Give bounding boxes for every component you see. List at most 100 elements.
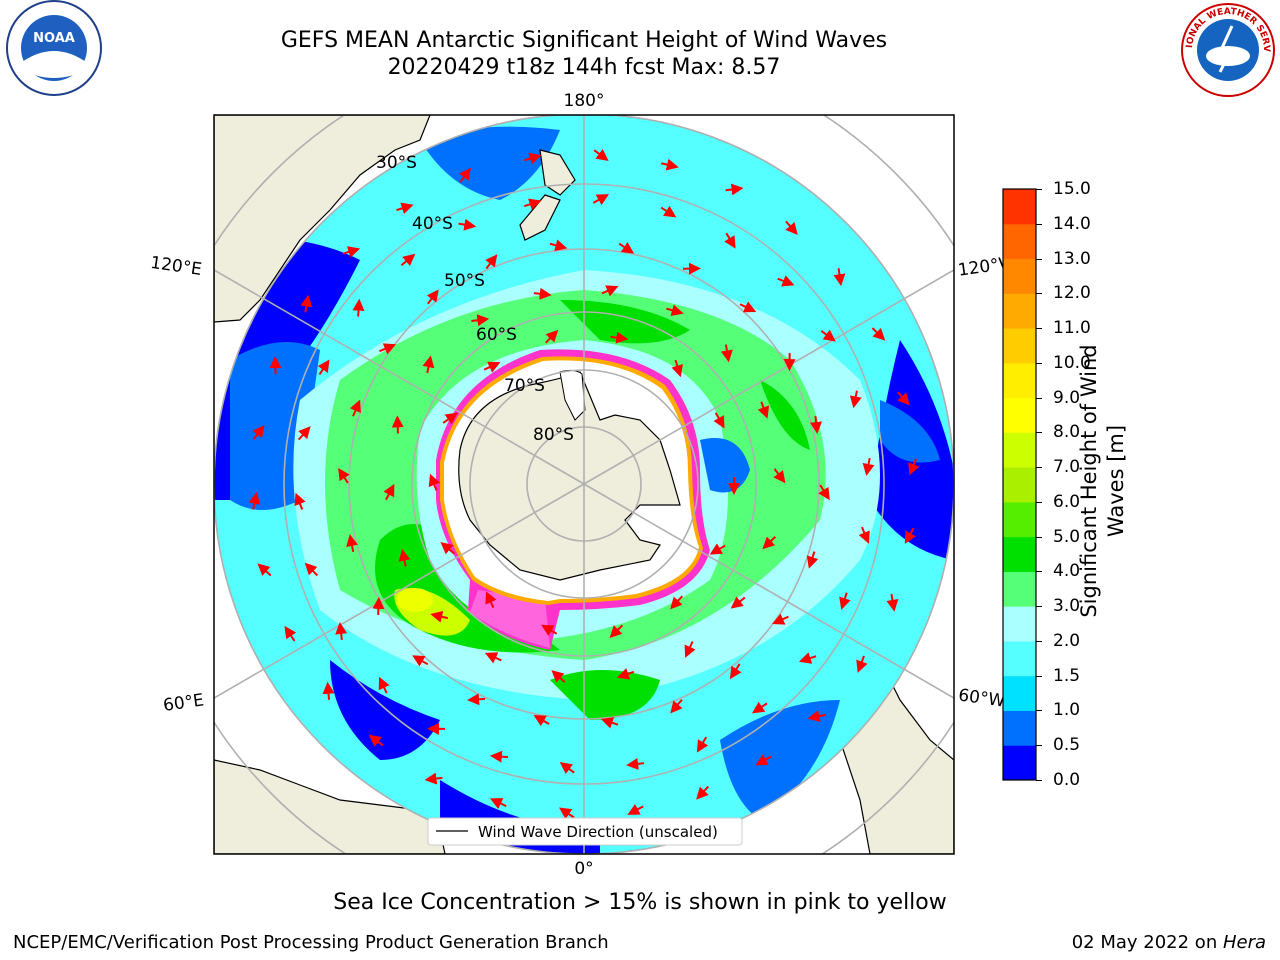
- colorbar-segment: [1003, 258, 1036, 294]
- map-frame: [213, 114, 955, 855]
- wave-direction-arrow: [600, 717, 619, 729]
- wave-direction-arrow: [342, 246, 361, 258]
- colorbar-tick-mark: [1036, 223, 1042, 225]
- wave-direction-arrow: [442, 412, 458, 425]
- colorbar-segment: [1003, 745, 1036, 781]
- wave-direction-arrow: [467, 693, 486, 706]
- wave-direction-arrow: [458, 167, 471, 183]
- colorbar-tick-mark: [1036, 293, 1042, 295]
- wave-direction-arrow: [489, 750, 508, 763]
- colorbar-segment: [1003, 293, 1036, 329]
- wave-direction-arrow: [720, 344, 733, 363]
- wave-direction-arrow: [806, 551, 819, 569]
- colorbar-tick-label: 0.5: [1053, 735, 1081, 756]
- wave-direction-arrow: [810, 415, 822, 434]
- lat-label-50s: 50°S: [444, 271, 485, 291]
- wave-direction-arrow: [730, 596, 746, 609]
- lat-label-30s: 30°S: [376, 153, 417, 173]
- lat-label-40s: 40°S: [412, 214, 453, 234]
- wave-direction-arrow: [304, 562, 319, 577]
- colorbar-tick-label: 14.0: [1053, 213, 1091, 234]
- lat-label-70s: 70°S: [504, 376, 545, 396]
- wave-direction-arrow: [383, 483, 395, 501]
- wave-direction-arrow: [785, 220, 798, 235]
- wave-direction-arrow: [724, 232, 736, 249]
- map-legend-label: Wind Wave Direction (unscaled): [478, 823, 718, 841]
- wave-direction-arrow: [428, 473, 440, 491]
- wave-direction-arrow: [849, 390, 862, 409]
- colorbar-tick-label: 3.0: [1053, 596, 1081, 617]
- chart-subtitle: 20220429 t18z 144h fcst Max: 8.57: [387, 55, 781, 80]
- wave-direction-arrow: [670, 595, 684, 610]
- wave-direction-arrow: [412, 655, 429, 667]
- colorbar-segment: [1003, 710, 1036, 746]
- wave-direction-arrow: [338, 467, 350, 484]
- wave-direction-arrow: [618, 241, 635, 254]
- wave-direction-arrow: [858, 526, 870, 544]
- wave-direction-arrow: [709, 543, 726, 555]
- colorbar-tick-label: 11.0: [1053, 318, 1091, 339]
- colorbar-segment: [1003, 536, 1036, 572]
- wave-direction-arrow: [729, 663, 742, 680]
- wave-direction-arrow: [485, 591, 497, 609]
- colorbar-tick-label: 1.0: [1053, 700, 1081, 721]
- colorbar-tick-mark: [1036, 780, 1042, 781]
- wave-direction-arrow: [483, 361, 501, 373]
- footer-machine: Hera: [1222, 932, 1266, 953]
- wave-direction-arrow: [755, 754, 772, 766]
- africa-land: [214, 759, 446, 854]
- colorbar-tick-label: 12.0: [1053, 283, 1091, 304]
- wave-direction-arrow: [601, 285, 619, 297]
- wave-direction-arrow: [284, 625, 297, 642]
- wave-direction-arrow: [661, 158, 679, 171]
- wave-direction-arrow: [523, 198, 542, 211]
- wave-direction-arrow: [896, 391, 910, 406]
- lat-label-80s: 80°S: [533, 425, 574, 445]
- wave-direction-arrow: [349, 399, 361, 417]
- wave-direction-arrow: [541, 624, 558, 636]
- colorbar-segment: [1003, 606, 1036, 642]
- colorbar-tick-label: 1.5: [1053, 665, 1081, 686]
- wave-direction-arrow: [660, 205, 677, 218]
- wave-direction-arrow: [379, 343, 397, 355]
- wave-direction-arrow: [484, 652, 502, 664]
- wave-direction-arrow: [368, 734, 384, 747]
- wave-direction-arrow: [862, 457, 875, 476]
- wave-direction-arrow: [592, 194, 610, 206]
- wave-direction-arrow: [545, 329, 559, 344]
- wave-direction-arrow: [908, 458, 920, 476]
- lon-label-0: 0°: [574, 859, 593, 879]
- colorbar-tick-mark: [1036, 258, 1042, 260]
- colorbar-label-line1: Significant Height of Wind: [1077, 344, 1101, 618]
- footer-credit: NCEP/EMC/Verification Post Processing Pr…: [13, 932, 609, 953]
- wave-direction-arrow: [300, 294, 313, 313]
- wave-direction-arrow: [609, 624, 624, 638]
- wave-direction-arrow: [398, 548, 411, 567]
- wind-wave-arrows: [248, 148, 920, 820]
- colorbar-segment: [1003, 467, 1036, 503]
- colorbar-segment: [1003, 501, 1036, 538]
- colorbar-tick-label: 15.0: [1053, 179, 1091, 199]
- wave-direction-arrow: [762, 536, 777, 550]
- wave-direction-arrow: [772, 613, 789, 625]
- colorbar-tick-mark: [1036, 710, 1042, 712]
- colorbar-label-line2: Waves [m]: [1104, 424, 1128, 538]
- wave-direction-arrow: [322, 681, 335, 700]
- colorbar-tick-label: 10.0: [1053, 352, 1091, 373]
- colorbar-tick-label: 6.0: [1053, 491, 1081, 512]
- colorbar-tick-mark: [1036, 606, 1042, 608]
- wave-direction-arrow: [839, 592, 851, 610]
- wave-direction-arrow: [757, 401, 770, 419]
- colorbar-tick-mark: [1036, 536, 1042, 538]
- noaa-logo: NOAA: [6, 0, 102, 96]
- wave-direction-arrow: [670, 699, 683, 714]
- colorbar-tick-mark: [1036, 362, 1042, 364]
- wave-direction-arrow: [558, 807, 575, 820]
- wave-direction-arrow: [426, 289, 439, 305]
- colorbar-segment: [1003, 223, 1036, 260]
- lon-label-120e: 120°E: [149, 253, 203, 280]
- colorbar-tick-label: 13.0: [1053, 248, 1091, 269]
- wave-direction-arrow: [627, 803, 644, 815]
- wave-direction-arrow: [886, 593, 899, 612]
- wave-direction-arrow: [424, 772, 443, 785]
